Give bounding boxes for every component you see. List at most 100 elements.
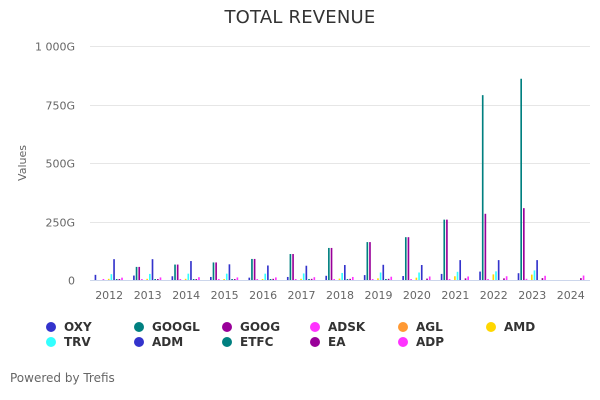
bar-adp-2014[interactable] — [198, 277, 200, 280]
bar-adm-2013[interactable] — [151, 259, 154, 280]
legend-item-amd[interactable]: AMD — [486, 320, 535, 334]
bar-trv-2012[interactable] — [110, 274, 113, 280]
legend-item-adsk[interactable]: ADSK — [310, 320, 365, 334]
bar-adm-2015[interactable] — [228, 264, 231, 280]
bar-googl-2014[interactable] — [174, 264, 176, 280]
bar-adp-2021[interactable] — [467, 276, 469, 280]
bar-etfc-2012[interactable] — [115, 279, 118, 280]
bar-adp-2019[interactable] — [390, 276, 393, 280]
bar-googl-2015[interactable] — [212, 262, 215, 280]
legend-item-adp[interactable]: ADP — [398, 335, 444, 349]
bar-amd-2012[interactable] — [107, 278, 110, 280]
bar-adm-2017[interactable] — [305, 265, 308, 280]
bar-trv-2021[interactable] — [456, 271, 459, 280]
legend-item-ea[interactable]: EA — [310, 335, 345, 349]
bar-adsk-2013[interactable] — [141, 279, 143, 280]
bar-goog-2018[interactable] — [330, 247, 333, 280]
bar-etfc-2016[interactable] — [269, 279, 272, 280]
bar-trv-2019[interactable] — [379, 272, 382, 280]
bar-amd-2018[interactable] — [338, 278, 341, 280]
bar-googl-2018[interactable] — [328, 247, 330, 280]
bar-adm-2016[interactable] — [267, 265, 269, 280]
bar-adp-2023[interactable] — [544, 275, 546, 280]
bar-trv-2015[interactable] — [225, 273, 228, 280]
bar-ea-2019[interactable] — [387, 278, 390, 280]
bar-etfc-2019[interactable] — [385, 279, 387, 280]
bar-adm-2020[interactable] — [420, 265, 423, 280]
bar-adsk-2020[interactable] — [410, 279, 412, 280]
bar-ea-2018[interactable] — [349, 278, 351, 280]
bar-trv-2014[interactable] — [187, 273, 190, 280]
bar-adp-2022[interactable] — [505, 276, 508, 280]
bar-adsk-2014[interactable] — [179, 279, 182, 280]
bar-ea-2014[interactable] — [195, 279, 198, 280]
bar-trv-2016[interactable] — [264, 273, 267, 280]
legend-item-etfc[interactable]: ETFC — [222, 335, 273, 349]
bar-trv-2013[interactable] — [149, 273, 151, 280]
bar-adsk-2016[interactable] — [256, 279, 259, 280]
bar-goog-2015[interactable] — [215, 262, 217, 280]
bar-adp-2020[interactable] — [428, 276, 431, 280]
bar-adp-2017[interactable] — [313, 277, 316, 280]
bar-adsk-2019[interactable] — [371, 279, 374, 280]
bar-trv-2018[interactable] — [341, 272, 343, 280]
bar-amd-2020[interactable] — [415, 277, 418, 280]
bar-ea-2016[interactable] — [272, 278, 275, 280]
bar-adsk-2022[interactable] — [487, 279, 489, 280]
bar-trv-2023[interactable] — [533, 270, 536, 280]
bar-adp-2024[interactable] — [582, 275, 585, 280]
bar-adsk-2018[interactable] — [333, 279, 336, 280]
bar-oxy-2015[interactable] — [210, 276, 212, 280]
bar-goog-2022[interactable] — [484, 213, 487, 280]
bar-adm-2014[interactable] — [190, 261, 192, 280]
bar-goog-2017[interactable] — [292, 254, 294, 280]
bar-ea-2024[interactable] — [580, 278, 582, 280]
bar-ea-2021[interactable] — [464, 278, 467, 280]
bar-goog-2021[interactable] — [446, 219, 448, 280]
legend-item-agl[interactable]: AGL — [398, 320, 443, 334]
bar-adsk-2021[interactable] — [448, 279, 451, 280]
bar-adp-2016[interactable] — [275, 277, 277, 280]
bar-adm-2019[interactable] — [382, 264, 385, 280]
bar-adp-2018[interactable] — [351, 276, 354, 280]
bar-oxy-2020[interactable] — [402, 276, 404, 280]
bar-amd-2017[interactable] — [300, 278, 302, 280]
bar-adsk-2012[interactable] — [102, 279, 105, 280]
bar-goog-2014[interactable] — [176, 264, 179, 280]
bar-oxy-2019[interactable] — [363, 275, 366, 280]
bar-amd-2016[interactable] — [261, 279, 264, 280]
legend-item-trv[interactable]: TRV — [46, 335, 91, 349]
bar-googl-2020[interactable] — [404, 237, 407, 280]
bar-adp-2012[interactable] — [121, 277, 123, 280]
bar-googl-2019[interactable] — [366, 242, 369, 280]
legend-item-oxy[interactable]: OXY — [46, 320, 92, 334]
bar-ea-2015[interactable] — [233, 279, 236, 280]
bar-ea-2013[interactable] — [156, 279, 159, 280]
bar-adsk-2017[interactable] — [294, 279, 297, 280]
bar-adsk-2023[interactable] — [525, 278, 528, 280]
bar-trv-2020[interactable] — [418, 272, 420, 280]
bar-oxy-2017[interactable] — [286, 276, 289, 280]
bar-oxy-2012[interactable] — [94, 274, 97, 280]
bar-adm-2018[interactable] — [343, 265, 346, 280]
bar-trv-2017[interactable] — [302, 273, 305, 280]
bar-amd-2015[interactable] — [223, 279, 225, 280]
bar-amd-2022[interactable] — [492, 274, 495, 280]
bar-etfc-2015[interactable] — [231, 279, 233, 280]
bar-trv-2022[interactable] — [495, 271, 497, 280]
bar-ea-2017[interactable] — [310, 278, 313, 280]
bar-etfc-2017[interactable] — [308, 279, 310, 280]
legend-item-adm[interactable]: ADM — [134, 335, 183, 349]
bar-goog-2013[interactable] — [138, 266, 141, 280]
bar-googl-2021[interactable] — [443, 219, 446, 280]
bar-etfc-2013[interactable] — [154, 279, 156, 280]
bar-amd-2021[interactable] — [454, 276, 456, 280]
bar-goog-2020[interactable] — [407, 237, 410, 280]
bar-goog-2019[interactable] — [369, 242, 371, 280]
legend-item-goog[interactable]: GOOG — [222, 320, 280, 334]
bar-goog-2023[interactable] — [523, 208, 525, 280]
bar-etfc-2014[interactable] — [192, 279, 195, 280]
bar-adm-2022[interactable] — [497, 260, 500, 280]
bar-oxy-2022[interactable] — [479, 271, 481, 280]
bar-ea-2023[interactable] — [541, 278, 544, 280]
